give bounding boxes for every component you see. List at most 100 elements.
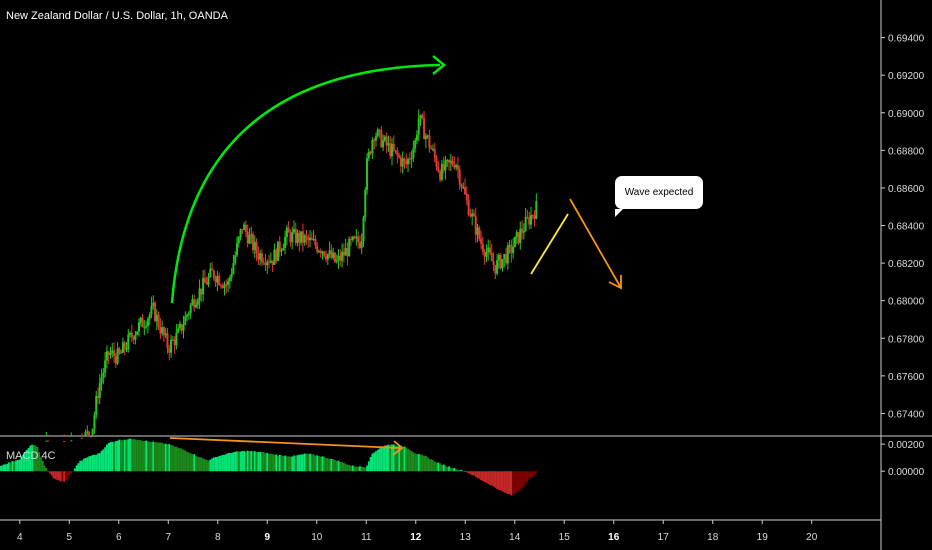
macd-histogram-bar [515, 471, 518, 493]
candle-body [120, 352, 123, 354]
candle-body [465, 194, 468, 200]
macd-histogram-bar [455, 469, 458, 472]
price-tick-label: 0.68000 [888, 297, 925, 308]
macd-histogram-bar [143, 441, 146, 472]
macd-histogram-bar [444, 465, 447, 472]
candle-body [166, 333, 169, 349]
candle-body [168, 348, 171, 353]
macd-histogram-bar [487, 471, 490, 485]
macd-histogram-bar [530, 471, 532, 478]
candle-body [366, 158, 369, 190]
macd-histogram-bar [175, 446, 178, 472]
macd-histogram-bar [400, 445, 402, 472]
candle-body [198, 288, 201, 301]
candle-body [221, 285, 224, 288]
candle-body [440, 163, 443, 180]
candle-body [496, 260, 499, 274]
macd-histogram-bar [348, 464, 351, 472]
macd-histogram-bar [305, 453, 308, 472]
macd-histogram-bar [163, 443, 165, 472]
macd-histogram-bar [273, 454, 276, 472]
candle-body [93, 415, 96, 429]
candle-body [88, 431, 91, 436]
macd-histogram-bar [367, 461, 370, 472]
candle-body [323, 251, 326, 257]
macd-histogram-bar [298, 454, 301, 472]
candle-body [134, 334, 137, 340]
candle-body [170, 339, 173, 353]
candle-body [369, 151, 372, 154]
time-tick-label: 18 [707, 532, 719, 543]
macd-histogram-bar [72, 471, 74, 472]
macd-histogram-bar [405, 447, 408, 472]
candle-body [305, 235, 308, 237]
macd-histogram-bar [503, 471, 506, 493]
price-tick-label: 0.68200 [888, 259, 925, 270]
candle-body [522, 230, 525, 233]
candle-body [490, 252, 493, 262]
macd-histogram-bar [385, 445, 388, 472]
macd-histogram-bar [207, 460, 210, 472]
macd-histogram-bar [344, 464, 347, 472]
candle-body [485, 252, 488, 257]
candle-body [503, 254, 506, 260]
candle-body [390, 144, 393, 157]
candle-body [102, 372, 105, 378]
macd-histogram-bar [284, 455, 286, 472]
price-tick-label: 0.68400 [888, 222, 925, 233]
time-tick-label: 4 [17, 532, 23, 543]
candle-body [211, 268, 214, 271]
candle-body [424, 135, 427, 140]
candle-body [387, 143, 390, 146]
candle-body [517, 232, 520, 244]
time-tick-label: 20 [806, 532, 818, 543]
candle-body [146, 319, 149, 327]
macd-histogram-bar [451, 468, 454, 472]
candle-body [307, 236, 310, 241]
macd-histogram-bar [339, 461, 342, 472]
candle-body [184, 316, 187, 325]
macd-histogram-bar [337, 460, 340, 472]
macd-histogram-bar [505, 471, 507, 494]
candle-body [350, 238, 353, 240]
macd-histogram-bar [394, 445, 397, 472]
macd-histogram-bar [494, 471, 497, 488]
candle-body [499, 255, 502, 269]
macd-histogram-bar [81, 460, 83, 472]
macd-histogram-bar [457, 469, 459, 472]
macd-histogram-bar [271, 453, 274, 472]
time-tick-label: 14 [509, 532, 521, 543]
candle-body [332, 252, 335, 258]
macd-histogram-bar [373, 452, 376, 472]
candle-body [214, 277, 217, 283]
candle-body [116, 348, 119, 364]
macd-histogram-bar [8, 462, 10, 472]
time-tick-label: 19 [757, 532, 769, 543]
candle-body [127, 334, 130, 349]
candle-body [175, 332, 178, 346]
macd-histogram-bar [132, 439, 135, 472]
macd-histogram-bar [25, 449, 28, 472]
candle-body [380, 129, 383, 148]
macd-histogram-bar [59, 471, 62, 482]
macd-histogram-bar [98, 453, 101, 472]
macd-histogram-bar [2, 464, 5, 472]
macd-histogram-bar [526, 471, 529, 482]
candle-body [139, 317, 142, 323]
candle-body [164, 333, 167, 336]
candle-body [371, 139, 374, 154]
macd-histogram-bar [50, 471, 53, 476]
macd-histogram-bar [204, 459, 206, 472]
macd-histogram-bar [382, 446, 384, 472]
candle-body [244, 224, 247, 232]
macd-histogram-bar [200, 457, 203, 472]
candle-body [132, 336, 135, 340]
candle-body [212, 270, 215, 278]
macd-histogram-bar [161, 442, 164, 472]
macd-histogram-bar [323, 456, 326, 472]
macd-histogram-bar [57, 471, 60, 481]
candle-body [273, 249, 276, 265]
candle-body [268, 261, 271, 263]
macd-histogram-bar [296, 455, 299, 472]
